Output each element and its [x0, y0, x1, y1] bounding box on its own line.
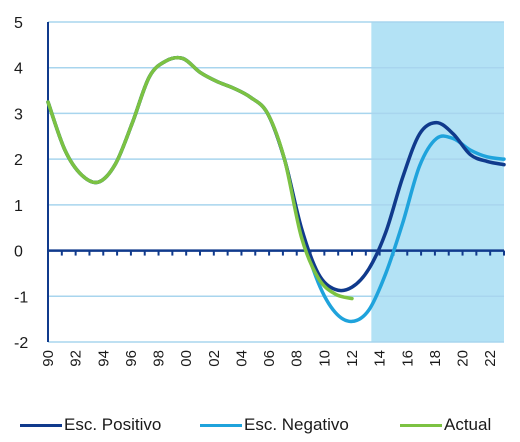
legend-item-negativo: Esc. Negativo — [200, 412, 349, 438]
y-tick-label: -2 — [14, 335, 28, 352]
legend-item-actual: Actual — [400, 412, 491, 438]
x-tick-label: 02 — [206, 350, 223, 367]
gridlines — [48, 21, 504, 343]
y-tick-label: -1 — [14, 289, 28, 306]
axes — [47, 22, 505, 342]
x-tick-label: 16 — [399, 350, 416, 367]
x-tick-label: 22 — [482, 350, 499, 367]
x-tick-label: 10 — [316, 350, 333, 367]
x-tick-label: 98 — [151, 350, 168, 367]
x-tick-label: 20 — [455, 350, 472, 367]
x-tick-label: 08 — [289, 350, 306, 367]
legend-label-positivo: Esc. Positivo — [64, 415, 162, 434]
y-tick-label: 3 — [14, 106, 23, 123]
y-tick-label: 1 — [14, 198, 23, 215]
legend-item-positivo: Esc. Positivo — [20, 412, 161, 438]
x-tick-label: 06 — [261, 350, 278, 367]
legend-swatch-positivo — [20, 423, 62, 427]
x-tick-label: 94 — [95, 350, 112, 367]
x-tick-label: 04 — [233, 350, 250, 367]
x-tick-label: 18 — [427, 350, 444, 367]
legend-swatch-actual — [400, 423, 442, 427]
y-tick-label: 2 — [14, 152, 23, 169]
legend-label-actual: Actual — [444, 415, 492, 434]
y-axis-tick-labels: -2 -1 0 1 2 3 4 5 — [14, 15, 28, 352]
x-axis-tick-labels: 90 92 94 96 98 00 02 04 06 08 10 12 14 16 18 20 22 — [40, 350, 499, 367]
legend: Esc. Positivo Esc. Negativo Actual — [0, 412, 520, 438]
y-tick-label: 4 — [14, 61, 23, 78]
x-tick-label: 14 — [372, 350, 389, 367]
series-line-actual — [46, 55, 354, 301]
x-tick-label: 90 — [40, 350, 57, 367]
forecast-shaded-region — [371, 22, 504, 342]
y-tick-label: 5 — [14, 15, 23, 32]
legend-label-negativo: Esc. Negativo — [244, 415, 349, 434]
x-tick-label: 00 — [178, 350, 195, 367]
x-tick-label: 92 — [68, 350, 85, 367]
legend-swatch-negativo — [200, 423, 242, 427]
x-tick-label: 96 — [123, 350, 140, 367]
series-lines — [46, 55, 506, 324]
y-tick-label: 0 — [14, 244, 23, 261]
x-tick-label: 12 — [344, 350, 361, 367]
